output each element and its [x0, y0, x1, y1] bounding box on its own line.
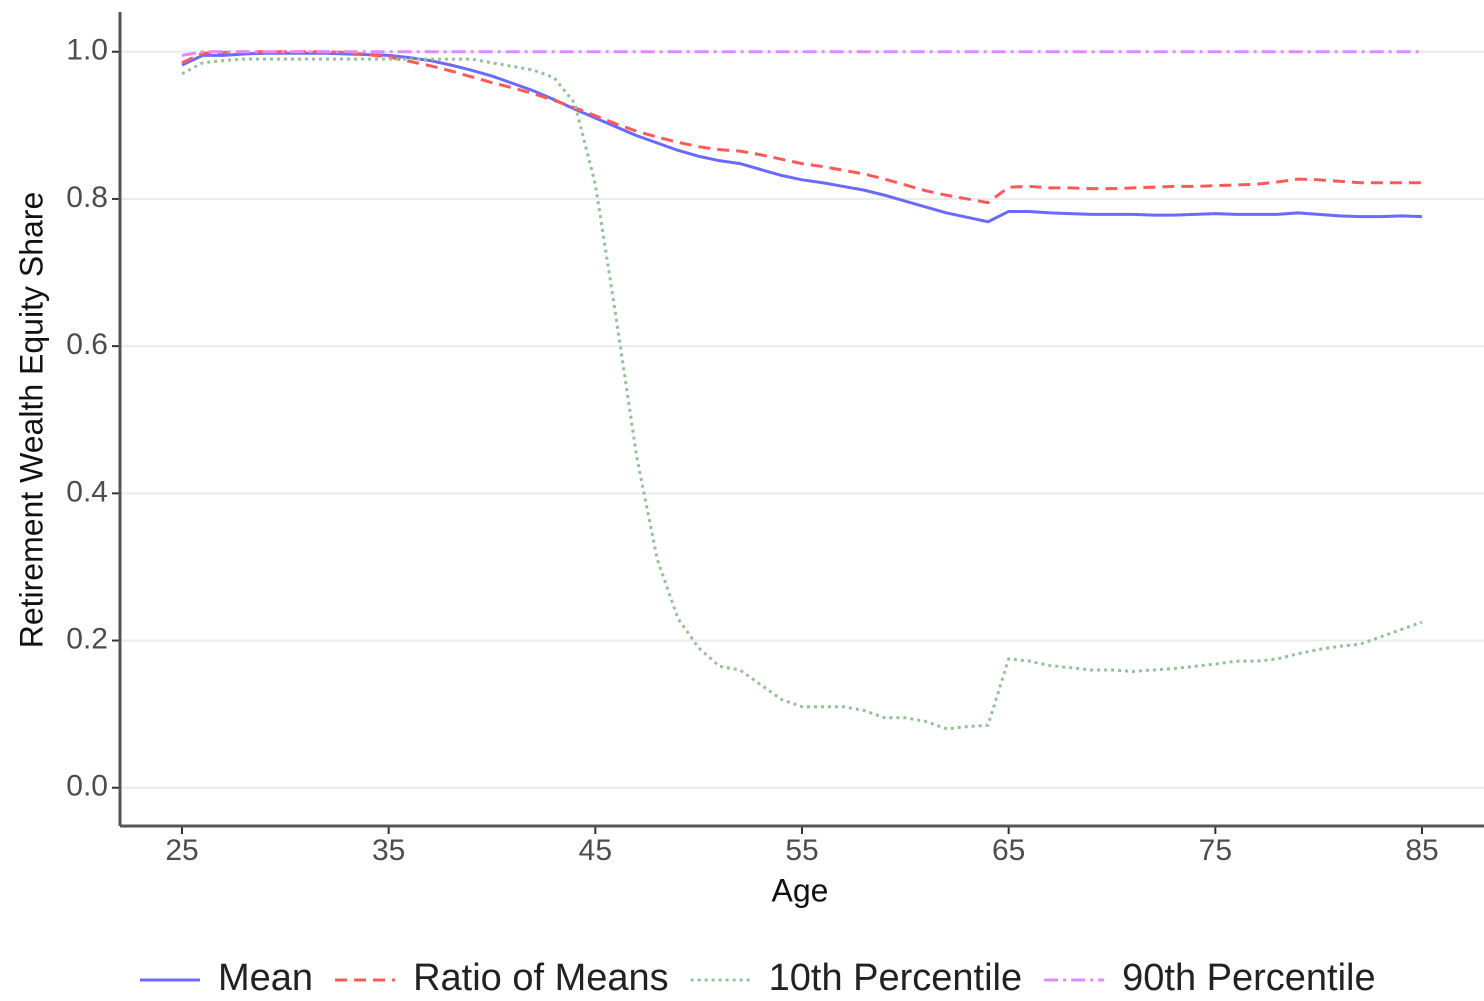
x-tick-label: 45 — [579, 834, 612, 867]
y-tick-label: 0.6 — [66, 328, 108, 361]
x-tick-label: 25 — [165, 834, 198, 867]
y-tick-label: 0.8 — [66, 181, 108, 214]
legend-label: 10th Percentile — [769, 957, 1023, 999]
y-tick-label: 1.0 — [66, 34, 108, 67]
y-tick-label: 0.4 — [66, 475, 108, 508]
x-tick-label: 35 — [372, 834, 405, 867]
y-axis-label: Retirement Wealth Equity Share — [13, 192, 49, 649]
x-tick-label: 55 — [785, 834, 818, 867]
legend-label: 90th Percentile — [1122, 957, 1376, 999]
legend-label: Ratio of Means — [413, 957, 669, 999]
x-tick-label: 75 — [1199, 834, 1232, 867]
series-line — [181, 50, 1422, 57]
y-tick-label: 0.2 — [66, 622, 108, 655]
legend-label: Mean — [218, 957, 313, 999]
series-line — [181, 51, 1423, 224]
x-tick-label: 85 — [1405, 834, 1438, 867]
y-tick-label: 0.0 — [66, 770, 108, 803]
series-line — [181, 57, 1423, 731]
series-line — [181, 50, 1422, 205]
x-axis-label: Age — [772, 872, 829, 908]
x-tick-label: 65 — [992, 834, 1025, 867]
